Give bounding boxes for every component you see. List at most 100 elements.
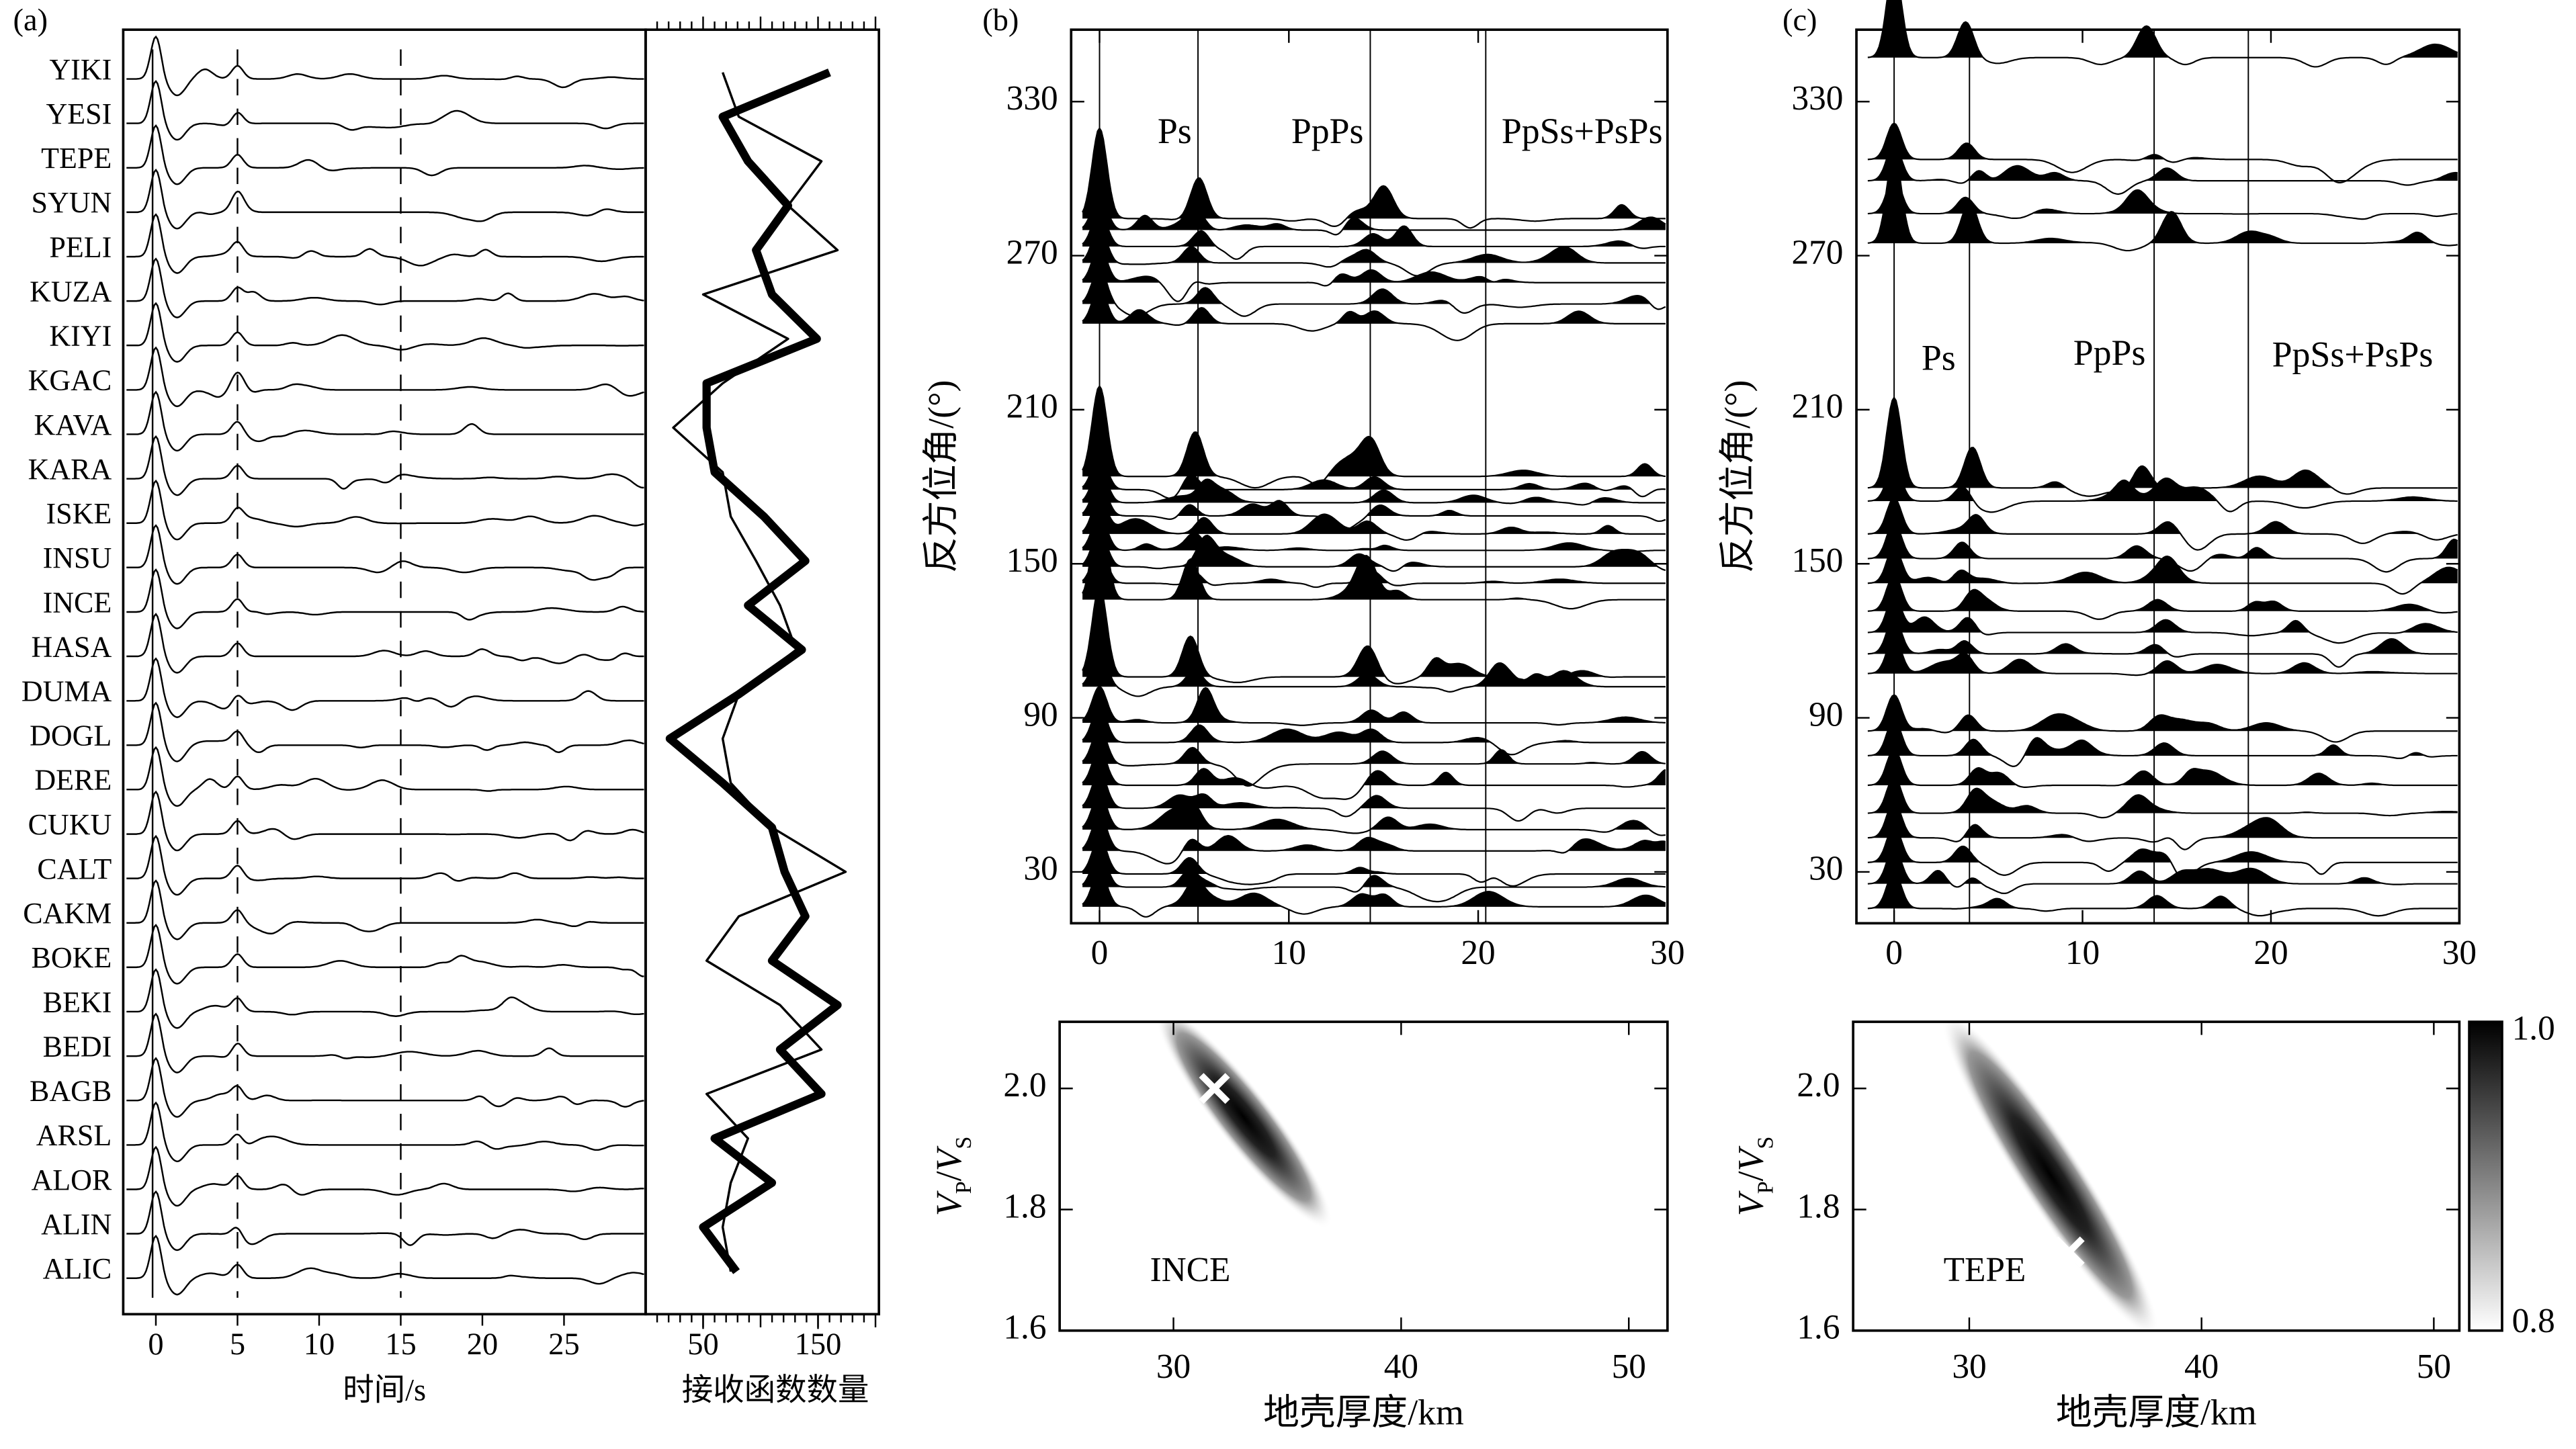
rf-fill <box>1867 465 2458 501</box>
station-label: BEKI <box>43 985 112 1018</box>
x-tick-label: 50 <box>687 1327 718 1362</box>
rf-trace <box>1082 792 1666 836</box>
panel-label: (a) <box>13 3 48 38</box>
x-tick-label: 10 <box>304 1327 335 1362</box>
x-axis-label: 时间/s <box>343 1373 426 1407</box>
rf-trace <box>1867 595 2458 644</box>
y-axis-label-part: V <box>1731 1145 1771 1171</box>
rf-fill <box>1082 706 1666 743</box>
waveform <box>126 35 644 97</box>
rf-fill <box>1082 850 1666 887</box>
rf-fill <box>1082 772 1666 809</box>
x-axis-label: 地壳厚度/km <box>1263 1392 1464 1432</box>
waveform <box>126 1101 644 1163</box>
rf-trace <box>1082 226 1666 277</box>
colorbar-tick-label: 0.8 <box>2512 1302 2555 1340</box>
panel <box>1867 0 2458 924</box>
waveform <box>126 213 644 274</box>
rf-fill <box>1082 793 1666 830</box>
waveform <box>126 879 644 940</box>
station-label: CUKU <box>28 808 112 841</box>
axes-frame <box>1058 1020 1669 1332</box>
rf-fill <box>1082 453 1666 490</box>
colorbar-tick-label: 1.0 <box>2512 1010 2555 1048</box>
waveform <box>126 479 644 541</box>
phase-label: PpSs+PsPs <box>1502 111 1663 151</box>
axes-frame <box>1852 1020 2461 1332</box>
station-label: KAVA <box>34 408 112 441</box>
y-tick-label: 1.6 <box>1797 1309 1840 1347</box>
phase-label: PpPs <box>1291 111 1364 151</box>
misfit-blob <box>1154 1022 1333 1229</box>
rf-trace <box>1082 245 1666 302</box>
station-label: KARA <box>28 453 112 486</box>
x-tick-label: 40 <box>1384 1348 1418 1386</box>
x-tick-label: 30 <box>1952 1348 1986 1386</box>
count-line <box>665 69 842 1274</box>
rf-trace <box>1867 801 2458 850</box>
rf-fill <box>1867 826 2458 863</box>
station-label: CAKM <box>23 897 112 930</box>
rf-fill <box>1867 498 2458 534</box>
rf-trace <box>1867 144 2458 195</box>
station-label: DOGL <box>30 719 112 752</box>
rf-trace <box>1867 574 2458 620</box>
waveform <box>126 524 644 585</box>
rf-fill <box>1082 530 1666 567</box>
axes-frame <box>1855 28 2461 925</box>
y-tick-label: 2.0 <box>1003 1066 1046 1104</box>
x-tick-label: 30 <box>1156 1348 1191 1386</box>
station-label: BOKE <box>31 941 112 974</box>
y-axis-label-part: S <box>1752 1137 1778 1149</box>
rf-fill <box>1867 596 2458 633</box>
panel-label: (c) <box>1783 3 1817 38</box>
x-tick-label: 5 <box>230 1327 245 1362</box>
rf-fill <box>1082 586 1666 677</box>
x-tick-label: 0 <box>148 1327 163 1362</box>
rf-trace <box>1082 771 1666 822</box>
waveform <box>126 390 644 452</box>
rf-fill <box>1082 514 1666 551</box>
waveform <box>126 701 644 762</box>
rf-trace <box>1082 452 1666 500</box>
rf-trace <box>1082 869 1666 918</box>
station-label: BAGB <box>30 1075 112 1108</box>
rf-fill <box>1082 288 1666 324</box>
station-label: TEPE <box>41 142 112 175</box>
rf-trace <box>1082 850 1666 903</box>
y-tick-label: 210 <box>1006 388 1058 426</box>
rf-trace <box>1867 545 2458 595</box>
station-label: YESI <box>46 97 112 130</box>
station-label: DUMA <box>22 675 112 708</box>
station-label: PELI <box>49 230 112 263</box>
misfit-blob <box>1941 1022 2159 1331</box>
rf-trace <box>1867 694 2458 743</box>
station-label: DERE <box>34 764 112 797</box>
colorbar <box>2468 1020 2503 1332</box>
y-axis-label: 反方位角/(°) <box>920 380 961 573</box>
y-axis-label: 反方位角/(°) <box>1717 380 1758 573</box>
count-line <box>672 72 847 1272</box>
y-axis-label-part: P <box>951 1181 976 1194</box>
rf-trace <box>1867 496 2458 551</box>
rf-trace <box>1082 705 1666 756</box>
y-tick-label: 2.0 <box>1797 1066 1840 1104</box>
station-label: INCE <box>43 586 112 619</box>
phase-label: PpPs <box>2073 333 2146 373</box>
rf-fill <box>1082 193 1666 230</box>
x-tick-label: 10 <box>1272 934 1306 972</box>
x-tick-label: 150 <box>795 1327 842 1362</box>
y-tick-label: 330 <box>1006 79 1058 118</box>
x-tick-label: 40 <box>2184 1348 2219 1386</box>
y-tick-label: 210 <box>1791 388 1843 426</box>
rf-trace <box>1082 466 1666 506</box>
y-axis-label-part: / <box>929 1171 970 1181</box>
x-axis-label: 地壳厚度/km <box>2056 1392 2257 1432</box>
rf-fill <box>1082 466 1666 503</box>
rf-trace <box>1082 748 1666 800</box>
rf-trace <box>1082 836 1666 887</box>
rf-trace <box>1867 776 2458 819</box>
rf-trace <box>1867 825 2458 880</box>
